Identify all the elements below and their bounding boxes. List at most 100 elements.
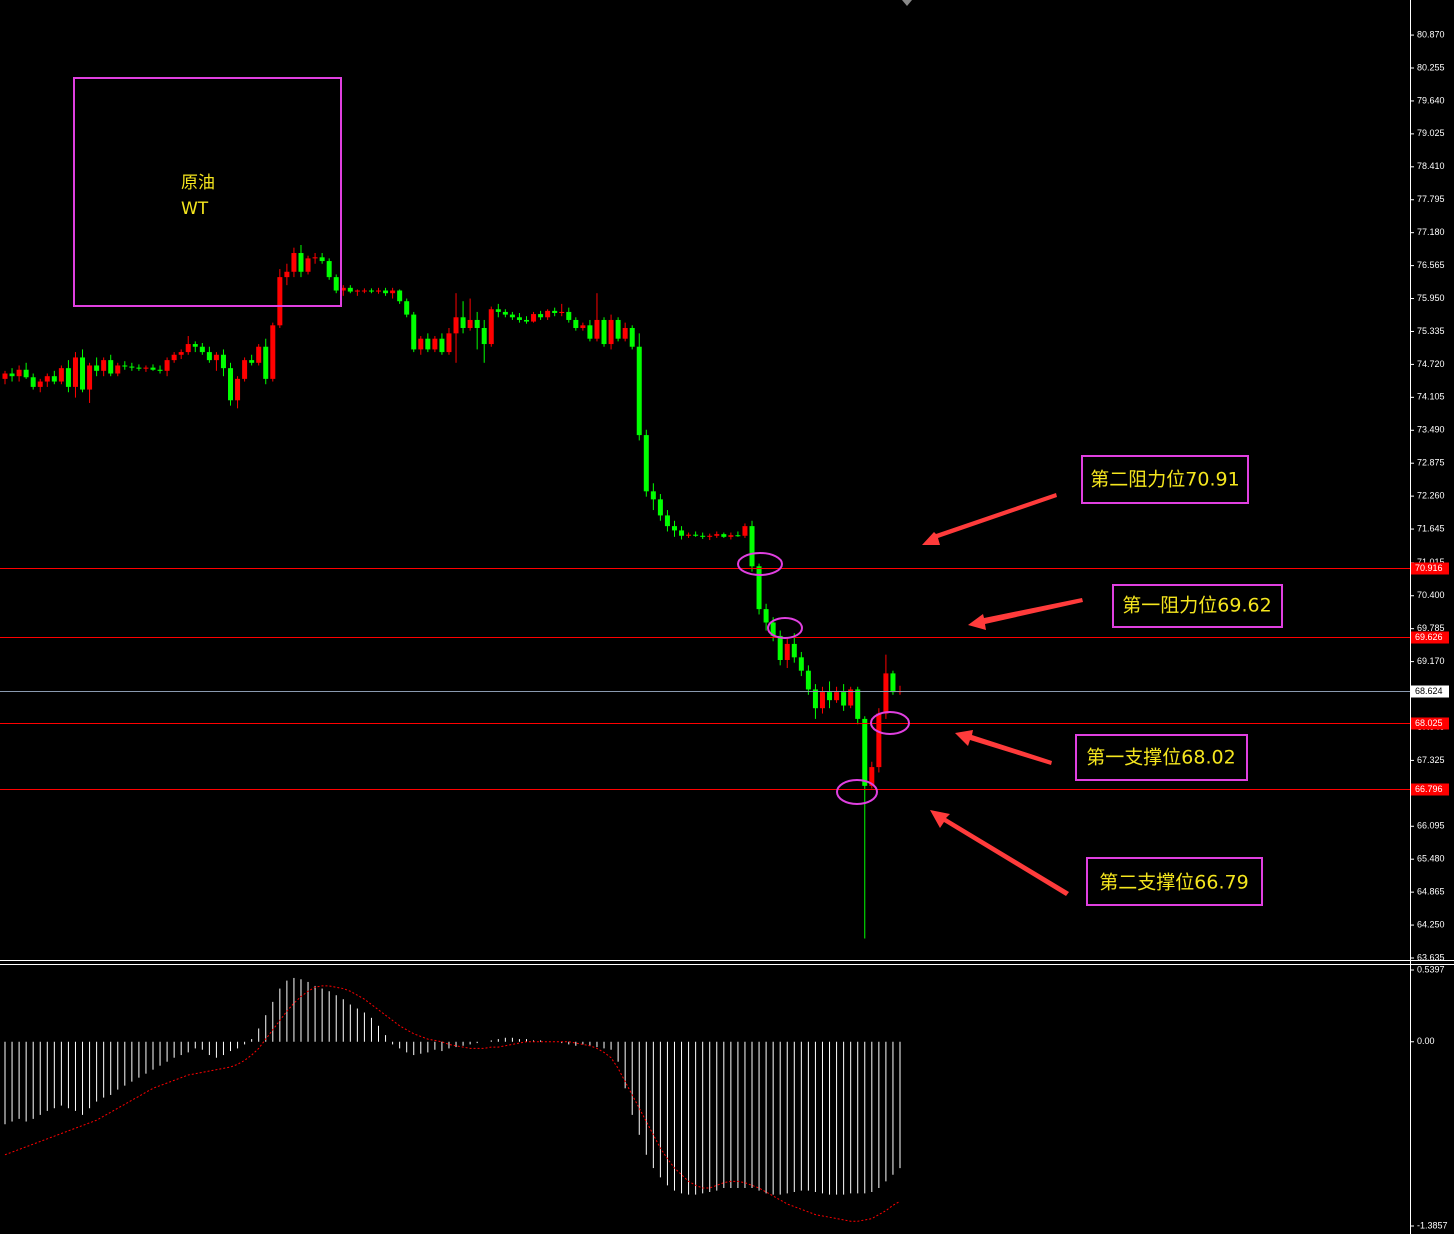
candle-body [192,344,198,347]
candle-body [354,290,360,292]
candle-body [2,373,8,379]
level-box [1086,857,1263,906]
level-tag [1411,562,1449,575]
y-tick-label: 78.410 [1417,161,1445,171]
level-tag-label: 68.624 [1415,686,1443,696]
candle-body [347,287,353,292]
candle-body [30,377,36,387]
candle-body [199,346,205,353]
candle-body [340,287,346,291]
candle-body [178,352,184,355]
candle-body [446,333,452,353]
candle-body [502,311,508,315]
level-tag [1411,631,1449,644]
candle-body [693,534,699,536]
candle-body [531,314,537,322]
title-box-line: 原油 [181,173,215,193]
y-tick-label: 71.015 [1417,557,1445,567]
candle-body [700,535,706,537]
candle-body [728,535,734,537]
y-tick-label: 63.635 [1417,952,1445,962]
candle-body [545,310,551,318]
candle-body [608,319,614,345]
y-tick-label: 65.480 [1417,854,1445,864]
candle-body [488,309,494,345]
y-tick-label: -1.3857 [1417,1220,1448,1230]
y-tick-label: 67.325 [1417,755,1445,765]
candle-body [495,309,501,312]
y-tick-label: 64.250 [1417,919,1445,929]
candle-body [51,376,57,382]
candle-body [185,344,191,353]
level-label: 第二阻力位70.91 [1090,469,1239,491]
y-tick-label: 70.400 [1417,590,1445,600]
level-tag [1411,717,1449,730]
candle-body [594,319,600,339]
candle-body [812,689,818,709]
candle-body [115,365,121,374]
candle-body [777,635,783,660]
y-tick-label: 72.260 [1417,491,1445,501]
level-box [1112,584,1283,628]
candle-body [150,367,156,370]
candle-body [312,257,318,259]
candle-body [714,534,720,536]
candle-body [101,360,107,371]
candle-body [270,325,276,379]
candle-body [37,381,43,387]
y-tick-label: 72.875 [1417,458,1445,468]
y-tick-label: 80.870 [1417,29,1445,39]
candle-body [707,535,713,537]
y-tick-label: 75.335 [1417,326,1445,336]
candle-body [876,713,882,768]
candle-body [622,327,628,339]
candle-body [862,718,868,786]
candle-body [819,692,825,709]
candle-body [411,314,417,350]
candle-body [228,368,234,401]
candle-body [383,290,389,294]
candle-body [376,290,382,292]
annotation-layer: 原油 WT 第二阻力位70.91 第一阻力位69.62 第一支撑位68.02 第… [73,77,1283,906]
y-tick-label: 0.00 [1417,1036,1435,1046]
level-tag-label: 69.626 [1415,632,1443,642]
candle-body [523,319,529,322]
candle-body [326,261,332,278]
candle-body [58,368,64,382]
level-label: 第一阻力位69.62 [1122,595,1271,617]
candle-body [361,290,367,292]
arrow [955,730,1052,765]
y-tick-label: 79.025 [1417,128,1445,138]
candle-body [87,365,93,390]
candle-body [333,277,339,291]
candle-body [404,301,410,315]
candle-body [481,327,487,345]
candle-body [580,325,586,328]
level-label: 第一支撑位68.02 [1086,747,1235,769]
level-box [1075,734,1248,781]
arrow [930,810,1069,896]
candle-body [235,378,241,401]
candle-body [756,566,762,610]
candle-body [16,369,22,377]
y-tick-label: 79.640 [1417,95,1445,105]
candle-body [735,535,741,537]
candle-body [206,352,212,361]
highlight-ellipse [767,617,803,639]
candle-body [559,311,565,313]
y-tick-label: 74.720 [1417,359,1445,369]
highlight-ellipse [870,711,910,735]
candle-body [242,360,248,379]
candle-body [671,526,677,531]
level-label: 第二支撑位66.79 [1099,872,1248,894]
candle-body [855,689,861,719]
candle-body [418,338,424,350]
candle-body [742,526,748,536]
candle-body [44,376,50,382]
price-panel: 63.63564.25064.86565.48066.09566.71067.3… [0,29,1449,962]
y-tick-label: 64.865 [1417,887,1445,897]
candle-body [263,346,269,379]
candle-body [291,253,297,272]
candle-body [805,670,811,690]
